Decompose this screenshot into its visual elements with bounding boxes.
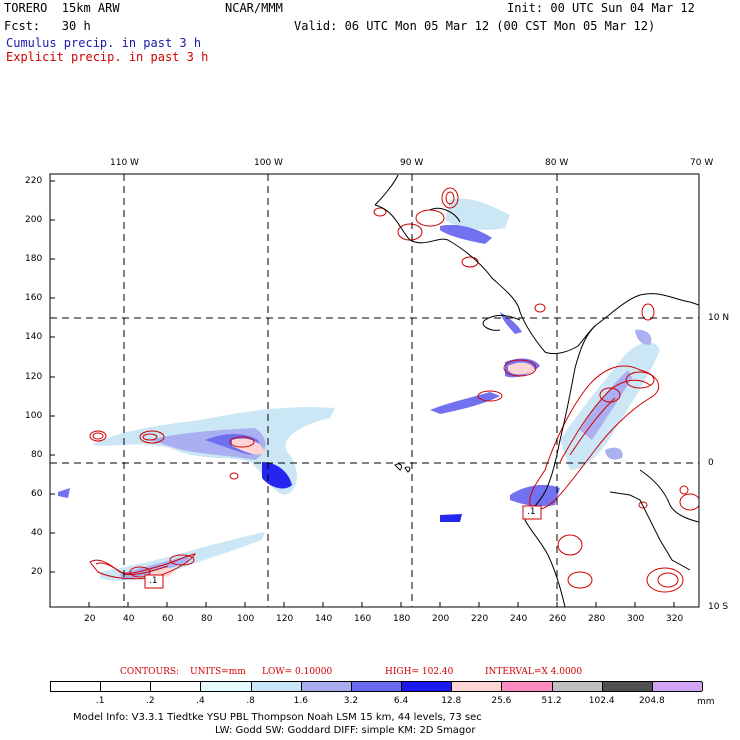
colorbar-unit: mm bbox=[697, 697, 715, 707]
x-tick-label: 100 bbox=[237, 614, 255, 624]
colorbar-cell bbox=[402, 682, 453, 691]
lat-lon-grid bbox=[50, 174, 699, 607]
lon-label: 70 W bbox=[690, 158, 714, 168]
colorbar bbox=[50, 681, 703, 692]
high-marker-box bbox=[522, 505, 542, 520]
y-tick-label: 180 bbox=[25, 254, 43, 264]
x-tick-label: 220 bbox=[471, 614, 489, 624]
y-tick-label: 60 bbox=[31, 489, 43, 499]
lon-label: 80 W bbox=[545, 158, 569, 168]
colorbar-cell bbox=[301, 682, 352, 691]
model-physics: LW: Godd SW: Goddard DIFF: simple KM: 2D… bbox=[215, 725, 476, 736]
contours-interval: INTERVAL=X 4.0000 bbox=[485, 667, 583, 677]
colorbar-cell bbox=[502, 682, 553, 691]
forecast-hour: Fcst: 30 h bbox=[4, 19, 91, 33]
high-marker-label: .1 bbox=[149, 576, 158, 586]
colorbar-cell bbox=[101, 682, 152, 691]
colorbar-cell bbox=[151, 682, 202, 691]
x-tick-label: 40 bbox=[123, 614, 135, 624]
colorbar-cell bbox=[602, 682, 653, 691]
colorbar-cell bbox=[351, 682, 403, 691]
x-tick-label: 120 bbox=[276, 614, 294, 624]
contours-label: CONTOURS: bbox=[120, 667, 180, 677]
colorbar-cell bbox=[201, 682, 252, 691]
y-tick-label: 100 bbox=[25, 411, 43, 421]
colorbar-label: 25.6 bbox=[491, 696, 512, 706]
legend-explicit: Explicit precip. in past 3 h bbox=[6, 50, 209, 64]
x-tick-label: 80 bbox=[201, 614, 213, 624]
lon-label: 110 W bbox=[110, 158, 139, 168]
y-tick-label: 40 bbox=[31, 528, 43, 538]
colorbar-label: 12.8 bbox=[441, 696, 462, 706]
y-tick-label: 200 bbox=[25, 215, 43, 225]
high-marker-box bbox=[144, 574, 164, 589]
x-tick-label: 140 bbox=[315, 614, 333, 624]
colorbar-label: 51.2 bbox=[541, 696, 562, 706]
x-tick-label: 260 bbox=[549, 614, 567, 624]
y-tick-label: 160 bbox=[25, 293, 43, 303]
colorbar-label: .2 bbox=[146, 696, 155, 706]
y-tick-label: 220 bbox=[25, 176, 43, 186]
colorbar-cell bbox=[452, 682, 503, 691]
colorbar-cell bbox=[251, 682, 302, 691]
x-tick-label: 280 bbox=[588, 614, 606, 624]
colorbar-cell bbox=[552, 682, 603, 691]
lat-label: 10 N bbox=[708, 313, 730, 323]
cumulus-precip bbox=[58, 198, 660, 581]
contours-high: HIGH= 102.40 bbox=[385, 667, 454, 677]
axis-ticks bbox=[50, 180, 675, 607]
x-tick-label: 60 bbox=[162, 614, 174, 624]
lon-label: 90 W bbox=[400, 158, 424, 168]
valid-time: Valid: 06 UTC Mon 05 Mar 12 (00 CST Mon … bbox=[294, 19, 656, 33]
x-tick-label: 200 bbox=[432, 614, 450, 624]
x-tick-label: 300 bbox=[627, 614, 645, 624]
model-title: TORERO 15km ARW bbox=[4, 1, 120, 15]
y-tick-label: 20 bbox=[31, 567, 43, 577]
colorbar-cell bbox=[652, 682, 703, 691]
colorbar-label: .4 bbox=[196, 696, 205, 706]
colorbar-label: 102.4 bbox=[588, 696, 615, 706]
legend-cumulus: Cumulus precip. in past 3 h bbox=[6, 36, 202, 50]
colorbar-label: 6.4 bbox=[393, 696, 409, 706]
colorbar-label: 1.6 bbox=[293, 696, 308, 706]
coastlines bbox=[374, 174, 699, 607]
contours-units: UNITS=mm bbox=[190, 667, 246, 677]
lon-label: 100 W bbox=[254, 158, 283, 168]
y-tick-label: 80 bbox=[31, 450, 43, 460]
model-info: Model Info: V3.3.1 Tiedtke YSU PBL Thomp… bbox=[73, 712, 482, 723]
colorbar-label: 204.8 bbox=[638, 696, 665, 706]
contours-low: LOW= 0.10000 bbox=[262, 667, 333, 677]
init-time: Init: 00 UTC Sun 04 Mar 12 bbox=[507, 1, 695, 15]
lat-label: 0 bbox=[708, 458, 714, 468]
x-tick-label: 20 bbox=[84, 614, 96, 624]
x-tick-label: 160 bbox=[354, 614, 372, 624]
colorbar-cell bbox=[51, 682, 102, 691]
colorbar-label: .1 bbox=[95, 696, 105, 706]
explicit-precip-fill bbox=[150, 362, 535, 577]
y-tick-label: 120 bbox=[25, 372, 43, 382]
colorbar-label: .8 bbox=[246, 696, 255, 706]
x-tick-label: 320 bbox=[666, 614, 684, 624]
colorbar-label: 3.2 bbox=[343, 696, 359, 706]
x-tick-label: 180 bbox=[393, 614, 411, 624]
org-label: NCAR/MMM bbox=[225, 1, 283, 15]
lat-label: 10 S bbox=[708, 602, 729, 612]
high-marker-label: .1 bbox=[527, 507, 536, 517]
y-tick-label: 140 bbox=[25, 332, 43, 342]
x-tick-label: 240 bbox=[510, 614, 528, 624]
